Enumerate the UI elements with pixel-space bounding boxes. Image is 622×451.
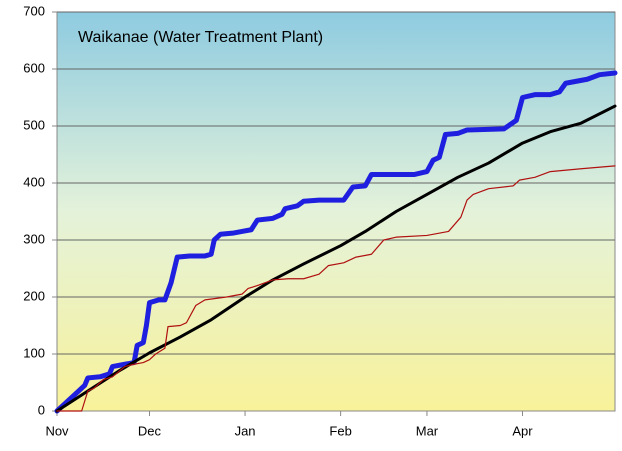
chart-title: Waikanae (Water Treatment Plant) xyxy=(78,29,323,46)
y-tick-label: 500 xyxy=(23,117,45,132)
y-tick-label: 700 xyxy=(23,3,45,18)
y-tick-label: 0 xyxy=(38,402,45,417)
x-tick-label: Apr xyxy=(512,423,533,438)
y-tick-label: 200 xyxy=(23,288,45,303)
x-tick-label: Mar xyxy=(416,423,439,438)
x-tick-label: Dec xyxy=(138,423,162,438)
series-line xyxy=(56,165,616,412)
x-tick-label: Feb xyxy=(329,423,351,438)
y-tick-label: 400 xyxy=(23,174,45,189)
plot-area xyxy=(56,11,616,412)
x-tick-label: Nov xyxy=(45,423,69,438)
series-line xyxy=(55,104,617,413)
x-tick-label: Jan xyxy=(235,423,256,438)
y-tick-label: 300 xyxy=(23,231,45,246)
y-tick-label: 600 xyxy=(23,60,45,75)
y-tick-label: 100 xyxy=(23,345,45,360)
